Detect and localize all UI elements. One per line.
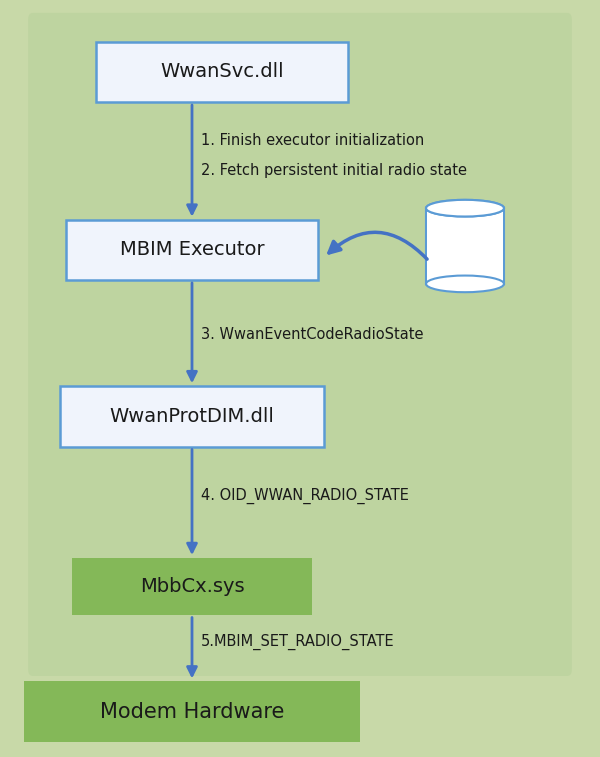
- FancyBboxPatch shape: [28, 13, 572, 676]
- FancyBboxPatch shape: [72, 559, 312, 615]
- Text: 4. OID_WWAN_RADIO_STATE: 4. OID_WWAN_RADIO_STATE: [201, 488, 409, 504]
- Text: MbbCx.sys: MbbCx.sys: [140, 577, 244, 597]
- Text: 3. WwanEventCodeRadioState: 3. WwanEventCodeRadioState: [201, 327, 424, 342]
- FancyBboxPatch shape: [96, 42, 348, 102]
- FancyBboxPatch shape: [60, 386, 324, 447]
- Polygon shape: [427, 209, 503, 283]
- Text: MBIM Executor: MBIM Executor: [119, 240, 265, 260]
- Polygon shape: [426, 208, 504, 284]
- Ellipse shape: [426, 276, 504, 292]
- Text: 5.MBIM_SET_RADIO_STATE: 5.MBIM_SET_RADIO_STATE: [201, 634, 395, 650]
- Ellipse shape: [426, 200, 504, 217]
- Text: WwanProtDIM.dll: WwanProtDIM.dll: [110, 407, 274, 426]
- Ellipse shape: [426, 200, 504, 217]
- Text: 1. Finish executor initialization: 1. Finish executor initialization: [201, 132, 424, 148]
- FancyBboxPatch shape: [24, 681, 360, 742]
- Text: Modem Hardware: Modem Hardware: [100, 702, 284, 721]
- Text: WwanSvc.dll: WwanSvc.dll: [160, 62, 284, 82]
- FancyBboxPatch shape: [66, 220, 318, 280]
- Text: 2. Fetch persistent initial radio state: 2. Fetch persistent initial radio state: [201, 163, 467, 178]
